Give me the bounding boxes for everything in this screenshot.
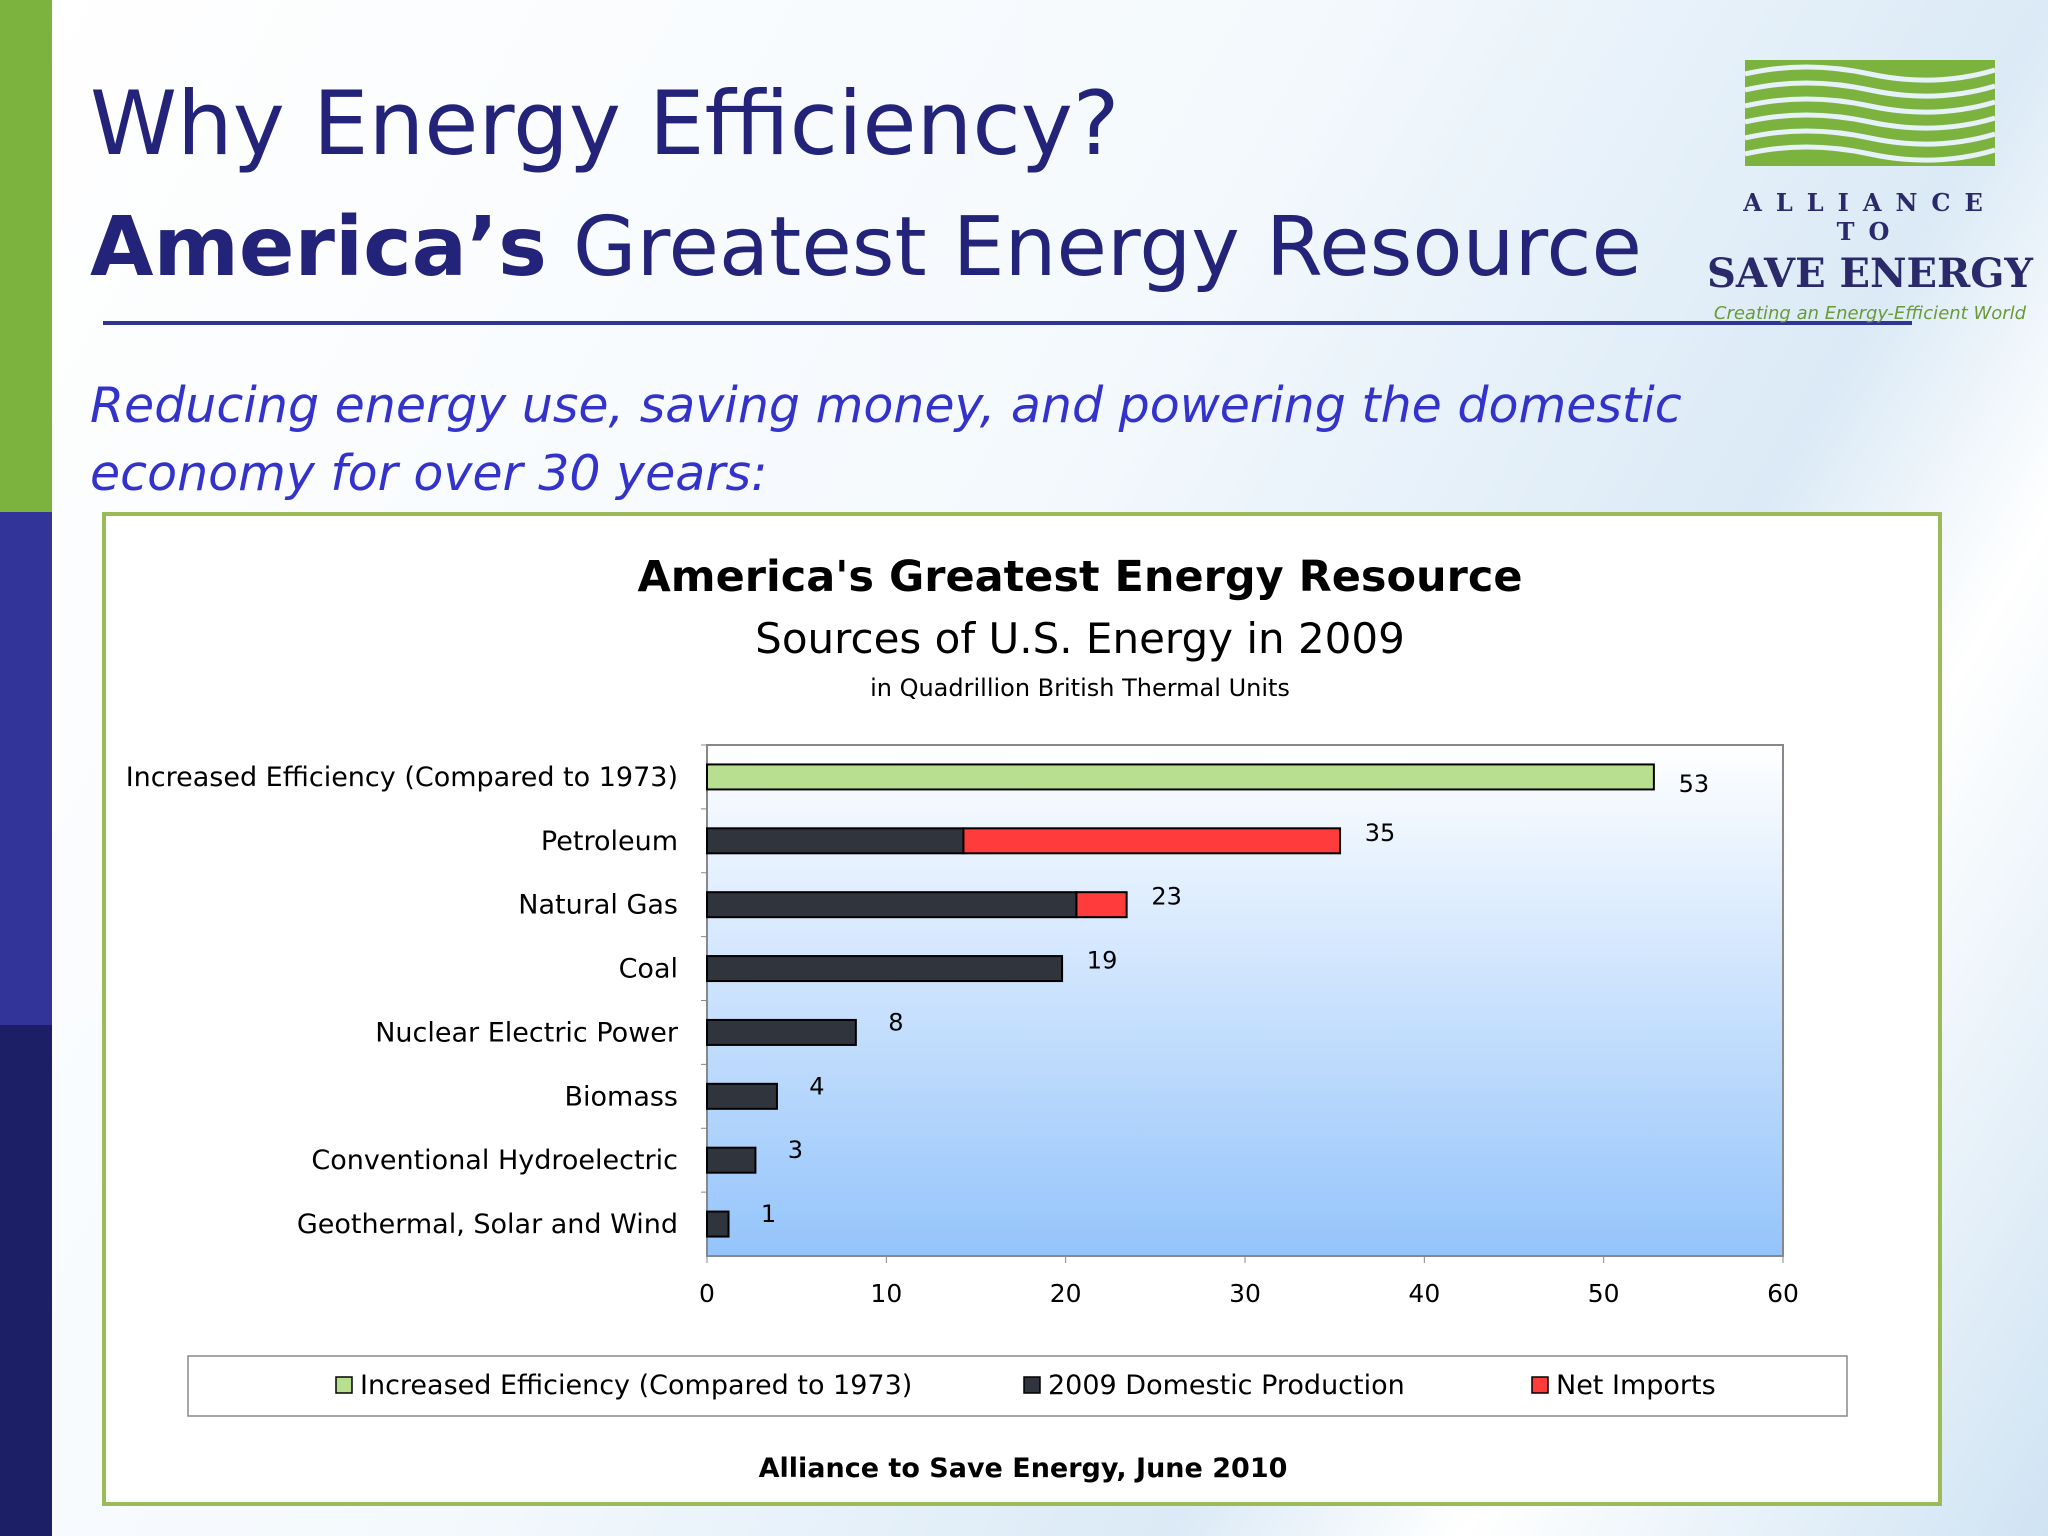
data-label: 23 [1151,883,1182,911]
legend-label: Increased Efficiency (Compared to 1973) [360,1370,912,1401]
bar-domestic [706,827,965,855]
chart-subtitle: Sources of U.S. Energy in 2009 [755,614,1405,663]
category-label: Geothermal, Solar and Wind [297,1209,678,1240]
bar-imports [962,827,1342,855]
category-label: Biomass [564,1081,678,1112]
accent-bar-green [0,0,52,512]
data-label: 8 [888,1008,903,1036]
chart-units: in Quadrillion British Thermal Units [870,674,1290,702]
subtitle-bold: America’s [90,200,547,295]
bar-imports [1075,891,1128,919]
legend-swatch [335,1376,353,1394]
plot-area [706,744,1784,1257]
x-tick-label: 10 [870,1279,902,1308]
x-tick-label: 20 [1050,1279,1082,1308]
bar-domestic [706,1210,730,1238]
slide-subtitle: America’s Greatest Energy Resource [90,200,1642,295]
category-label: Natural Gas [518,890,678,921]
data-label: 19 [1087,947,1118,975]
accent-bar-navy [0,1025,52,1536]
x-tick-label: 60 [1767,1279,1799,1308]
bar-domestic [706,1146,757,1174]
data-label: 35 [1365,819,1396,847]
x-tick-label: 0 [699,1279,715,1308]
chart-title: America's Greatest Energy Resource [638,552,1523,602]
alliance-logo: ALLIANCE TO SAVE ENERGY Creating an Ener… [1700,60,2040,324]
data-label: 4 [809,1072,824,1100]
legend-label: Net Imports [1556,1370,1716,1401]
category-label: Nuclear Electric Power [375,1017,679,1048]
data-label: 53 [1679,770,1710,798]
category-label: Coal [619,954,678,985]
logo-line1: ALLIANCE TO [1743,188,1997,246]
bar-domestic [706,1018,857,1046]
logo-line2: SAVE ENERGY [1707,250,2033,297]
chart-source: Alliance to Save Energy, June 2010 [759,1453,1288,1484]
logo-tagline: Creating an Energy-Efficient World [1713,303,2027,324]
legend-swatch [1023,1376,1041,1394]
bar-domestic [706,891,1078,919]
data-label: 3 [788,1136,803,1164]
x-tick-label: 50 [1588,1279,1620,1308]
legend-label: 2009 Domestic Production [1048,1370,1405,1401]
data-label: 1 [761,1200,776,1228]
category-label: Increased Efficiency (Compared to 1973) [126,762,678,793]
accent-bar-blue [0,512,52,1025]
bar-efficiency [706,763,1655,791]
subtitle-rest: Greatest Energy Resource [546,200,1642,295]
wave-logo-icon [1745,60,1995,166]
category-label: Petroleum [541,826,678,857]
x-tick-label: 40 [1408,1279,1440,1308]
bar-domestic [706,955,1064,983]
tagline: Reducing energy use, saving money, and p… [90,377,1682,502]
legend-box [187,1355,1848,1417]
x-tick-label: 30 [1229,1279,1261,1308]
title-divider [103,321,1912,325]
category-label: Conventional Hydroelectric [311,1145,678,1176]
slide-title: Why Energy Efficiency? [90,72,1120,175]
legend-swatch [1531,1376,1549,1394]
bar-domestic [706,1082,778,1110]
